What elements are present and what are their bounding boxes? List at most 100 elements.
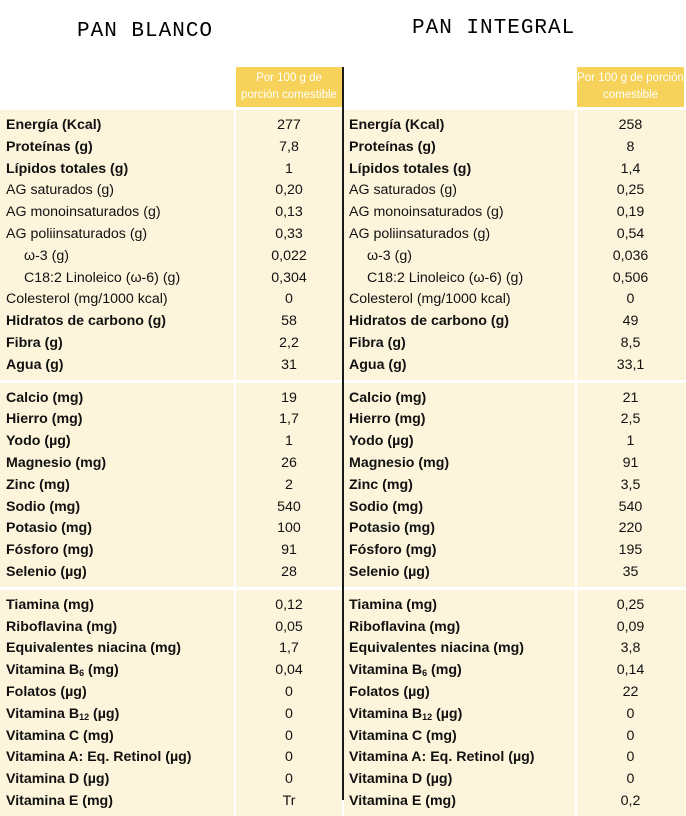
subscript: 12: [422, 711, 433, 722]
nutrient-row: Riboflavina (mg) 0,05: [0, 617, 342, 639]
nutrient-row: Selenio (µg) 28: [0, 562, 342, 584]
nutrient-label: Tiamina (mg): [349, 596, 438, 613]
nutrient-row: Lípidos totales (g) 1: [0, 159, 342, 181]
nutrient-label: Agua (g): [6, 356, 64, 373]
nutrient-value: 58: [281, 313, 297, 330]
header-row: Por 100 g de porción comestible: [0, 67, 342, 107]
nutrient-value: 91: [622, 454, 639, 471]
nutrient-row: Vitamina C (mg) 0: [344, 726, 686, 748]
nutrient-label: Sodio (mg): [6, 498, 81, 515]
header-portion-label: Por 100 g de porción comestible: [577, 67, 684, 107]
nutrient-label: Colesterol (mg/1000 kcal): [6, 291, 168, 308]
nutrient-row: Equivalentes niacina (mg) 1,7: [0, 638, 342, 660]
nutrient-row: AG monoinsaturados (g) 0,19: [344, 202, 686, 224]
header-portion-label: Por 100 g de porción comestible: [236, 67, 342, 107]
nutrient-row: Colesterol (mg/1000 kcal) 0: [0, 289, 342, 311]
nutrient-value: 0,33: [275, 225, 303, 242]
nutrient-row: Proteínas (g) 7,8: [0, 137, 342, 159]
nutrient-label: Energía (Kcal): [349, 117, 445, 133]
nutrient-label: AG poliinsaturados (g): [349, 225, 491, 242]
nutrient-label: Equivalentes niacina (mg): [349, 640, 525, 657]
nutrient-row: C18:2 Linoleico (ω-6) (g) 0,506: [344, 268, 686, 290]
nutrient-value: 8,5: [620, 334, 641, 351]
nutrient-label: AG monoinsaturados (g): [6, 204, 161, 221]
nutrient-label: Folatos (µg): [6, 683, 87, 700]
subscript: 12: [79, 711, 90, 722]
nutrient-label: Zinc (mg): [349, 476, 413, 493]
nutrient-row: Agua (g) 31: [0, 355, 342, 377]
nutrient-label: Hierro (mg): [6, 411, 83, 428]
nutrient-row: Yodo (µg) 1: [0, 431, 342, 453]
nutrient-label: AG saturados (g): [6, 182, 115, 199]
nutrient-value: 0,05: [275, 618, 303, 635]
nutrient-row: Hidratos de carbono (g) 58: [0, 311, 342, 333]
nutrient-value: 26: [281, 454, 297, 471]
nutrient-row: Energía (Kcal) 258: [344, 115, 686, 137]
title-pan-blanco: PAN BLANCO: [77, 20, 214, 43]
nutrient-value: 1,4: [620, 160, 641, 177]
nutrient-row: Vitamina B6 (mg) 0,14: [344, 660, 686, 682]
nutrient-label: Hidratos de carbono (g): [349, 313, 510, 330]
nutrient-label: Folatos (µg): [349, 683, 430, 700]
nutrient-value: 31: [281, 356, 297, 373]
nutrient-row: Zinc (mg) 3,5: [344, 475, 686, 497]
table-pan-blanco: Por 100 g de porción comestible Energía (…: [0, 67, 342, 816]
nutrient-value: 28: [281, 563, 297, 580]
nutrient-label: AG saturados (g): [349, 182, 458, 199]
nutrient-row: Magnesio (mg) 91: [344, 453, 686, 475]
column-separator: [575, 382, 577, 587]
nutrient-row: Riboflavina (mg) 0,09: [344, 617, 686, 639]
nutrient-value: 1: [626, 433, 635, 450]
nutrient-value: 0,13: [275, 204, 303, 221]
nutrient-label: Vitamina E (mg): [349, 792, 456, 809]
nutrient-row: Hidratos de carbono (g) 49: [344, 311, 686, 333]
column-separator: [575, 110, 577, 380]
nutrient-value: 19: [281, 389, 297, 406]
nutrient-row: Sodio (mg) 540: [344, 497, 686, 519]
nutrient-value: 49: [622, 313, 639, 330]
nutrient-row: AG saturados (g) 0,25: [344, 180, 686, 202]
nutrient-row: Vitamina D (µg) 0: [0, 769, 342, 791]
nutrient-label: Potasio (mg): [349, 520, 435, 537]
nutrient-value: 0: [285, 749, 293, 766]
nutrient-value: 220: [618, 520, 643, 537]
nutrient-value: 0,036: [612, 247, 649, 264]
nutrient-value: 0,25: [616, 596, 645, 613]
nutrient-value: 0,09: [616, 618, 645, 635]
subscript: 6: [79, 668, 85, 679]
nutrient-value: 21: [622, 389, 639, 406]
nutrient-value: 0,506: [612, 269, 649, 286]
column-separator: [234, 382, 236, 587]
nutrient-value: 33,1: [616, 356, 645, 373]
nutrient-label: Magnesio (mg): [6, 454, 107, 471]
nutrient-row: Vitamina A: Eq. Retinol (µg) 0: [344, 747, 686, 769]
nutrient-label: Vitamina D (µg): [349, 771, 453, 788]
nutrient-label: Hidratos de carbono (g): [6, 313, 167, 330]
nutrient-row: Hierro (mg) 2,5: [344, 409, 686, 431]
nutrient-row: Vitamina C (mg) 0: [0, 726, 342, 748]
nutrient-label: Vitamina A: Eq. Retinol (µg): [349, 749, 535, 766]
nutrient-row: Calcio (mg) 19: [0, 388, 342, 410]
subscript: 6: [422, 668, 428, 679]
nutrient-label: ω-3 (g): [24, 247, 69, 264]
nutrient-row: AG saturados (g) 0,20: [0, 180, 342, 202]
nutrient-row: Fósforo (mg) 195: [344, 540, 686, 562]
nutrient-label: Energía (Kcal): [6, 117, 102, 133]
nutrient-label: Yodo (µg): [6, 433, 71, 450]
nutrient-row: AG monoinsaturados (g) 0,13: [0, 202, 342, 224]
nutrient-value: 0: [285, 291, 293, 308]
nutrient-value: 3,5: [620, 476, 641, 493]
nutrient-value: 0: [626, 749, 635, 766]
nutrient-value: 1: [285, 433, 293, 450]
nutrient-label: Vitamina A: Eq. Retinol (µg): [6, 749, 192, 766]
nutrient-value: 35: [622, 563, 639, 580]
nutrient-row: Calcio (mg) 21: [344, 388, 686, 410]
nutrient-label: Fósforo (mg): [349, 542, 437, 559]
nutrient-row: AG poliinsaturados (g) 0,54: [344, 224, 686, 246]
nutrient-label: AG poliinsaturados (g): [6, 225, 148, 242]
nutrient-row: Colesterol (mg/1000 kcal) 0: [344, 289, 686, 311]
nutrient-label: ω-3 (g): [367, 247, 412, 264]
nutrient-label: Calcio (mg): [349, 389, 427, 406]
nutrient-value: 2: [285, 476, 293, 493]
nutrient-row: Tiamina (mg) 0,25: [344, 595, 686, 617]
